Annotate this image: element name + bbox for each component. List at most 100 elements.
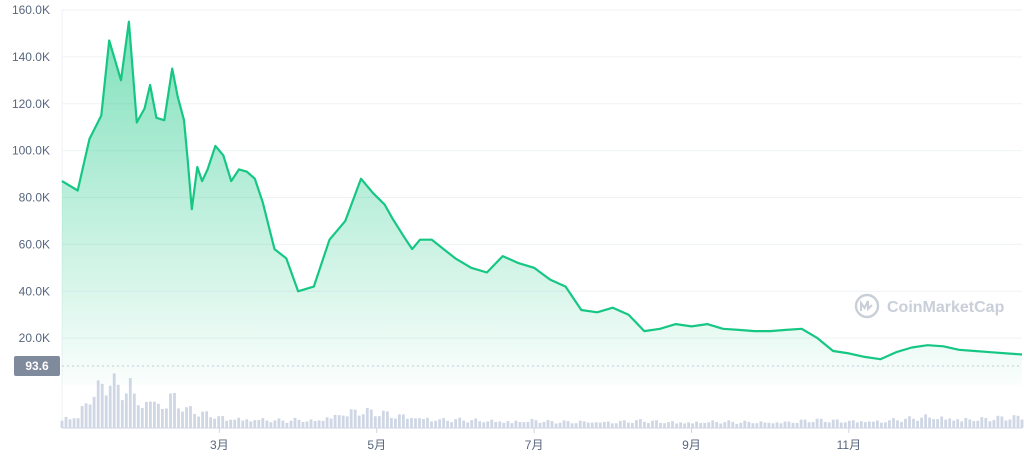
volume-bar: [819, 418, 823, 428]
volume-bar: [60, 420, 64, 428]
volume-bar: [735, 423, 739, 428]
volume-bar: [679, 422, 682, 428]
volume-bar: [390, 417, 393, 428]
volume-bar: [647, 423, 650, 428]
x-tick-label: 5月: [367, 438, 386, 452]
volume-bar: [928, 417, 931, 428]
volume-bar: [892, 418, 895, 428]
volume-bar: [462, 420, 466, 428]
volume-bar: [365, 408, 369, 428]
volume-bar: [996, 415, 1000, 428]
volume-bar: [84, 403, 88, 428]
volume-bar: [964, 418, 968, 428]
volume-bar: [727, 420, 731, 428]
volume-bar: [988, 421, 992, 428]
volume-bar: [277, 418, 281, 428]
volume-bar: [434, 420, 437, 428]
volume-bar: [201, 411, 204, 428]
volume-bar: [695, 421, 698, 428]
volume-bar: [562, 420, 566, 428]
volume-bar: [859, 421, 863, 428]
volume-bar: [120, 400, 124, 428]
volume-bar: [711, 420, 715, 428]
volume-bar: [602, 421, 606, 428]
volume-bar: [458, 417, 462, 428]
volume-bar: [731, 421, 735, 428]
volume-bar: [876, 420, 879, 428]
volume-bar: [827, 422, 831, 428]
volume-bar: [948, 418, 952, 428]
volume-bar: [305, 421, 309, 428]
volume-bar: [478, 421, 482, 428]
volume-bar: [88, 404, 92, 428]
volume-bar: [639, 419, 642, 428]
price-line[interactable]: [61, 20, 1023, 361]
volume-bar: [116, 384, 120, 428]
volume-bar: [124, 393, 128, 428]
volume-bar: [241, 420, 245, 428]
volume-bar: [896, 420, 899, 428]
volume-bar: [482, 422, 486, 428]
volume-bar: [803, 419, 807, 428]
volume-bar: [908, 416, 911, 428]
volume-bar: [402, 414, 405, 428]
volume-bar: [904, 418, 907, 428]
y-tick-label: 120.0K: [12, 97, 50, 111]
volume-bar: [707, 422, 711, 428]
volume-bar: [185, 407, 188, 428]
volume-bar: [245, 419, 249, 428]
volume-bar: [586, 422, 590, 428]
volume-bar: [815, 418, 819, 428]
volume-bar: [426, 417, 429, 428]
volume-bar: [261, 418, 265, 428]
volume-bar: [518, 422, 522, 428]
volume-bar: [205, 411, 208, 428]
volume-bar: [273, 420, 277, 428]
volume-bar: [506, 421, 510, 428]
volume-bar: [671, 421, 674, 428]
volume-bar: [309, 419, 313, 428]
volume-bar: [514, 420, 518, 428]
volume-bar: [534, 420, 538, 428]
volume-bar: [944, 419, 948, 428]
volume-bar: [394, 418, 397, 428]
volume-bar: [438, 419, 441, 428]
volume-bar: [932, 419, 935, 428]
volume-bar: [703, 423, 707, 428]
volume-bar: [100, 383, 104, 428]
volume-bar: [1008, 419, 1012, 428]
volume-bar: [510, 423, 514, 428]
volume-bar: [618, 420, 622, 428]
volume-bar: [655, 420, 658, 428]
y-tick-label: 80.0K: [19, 191, 50, 205]
volume-bar: [968, 419, 972, 428]
volume-bar: [976, 420, 980, 428]
volume-bar: [823, 422, 827, 428]
volume-bar: [233, 419, 237, 428]
volume-bar: [570, 423, 574, 428]
volume-bar: [377, 416, 381, 428]
volume-bar: [349, 409, 353, 428]
volume-bar: [530, 418, 534, 428]
volume-bar: [470, 420, 474, 428]
volume-bar: [610, 423, 614, 428]
volume-bar: [522, 422, 526, 428]
watermark: CoinMarketCap: [854, 293, 1005, 319]
volume-bar: [751, 423, 755, 428]
volume-bar: [329, 418, 333, 428]
volume-bar: [189, 406, 192, 428]
volume-bar: [197, 416, 200, 428]
volume-bar: [1020, 419, 1024, 428]
volume-bar: [912, 418, 915, 428]
volume-bar: [631, 423, 634, 428]
volume-bar: [321, 420, 325, 428]
volume-bar: [466, 422, 470, 428]
volume-bar: [64, 417, 68, 428]
volume-bar: [614, 423, 618, 428]
volume-bar: [450, 422, 453, 428]
volume-bar: [811, 422, 815, 428]
volume-bar: [651, 420, 654, 428]
volume-bar: [622, 420, 626, 428]
volume-bar: [719, 423, 723, 428]
